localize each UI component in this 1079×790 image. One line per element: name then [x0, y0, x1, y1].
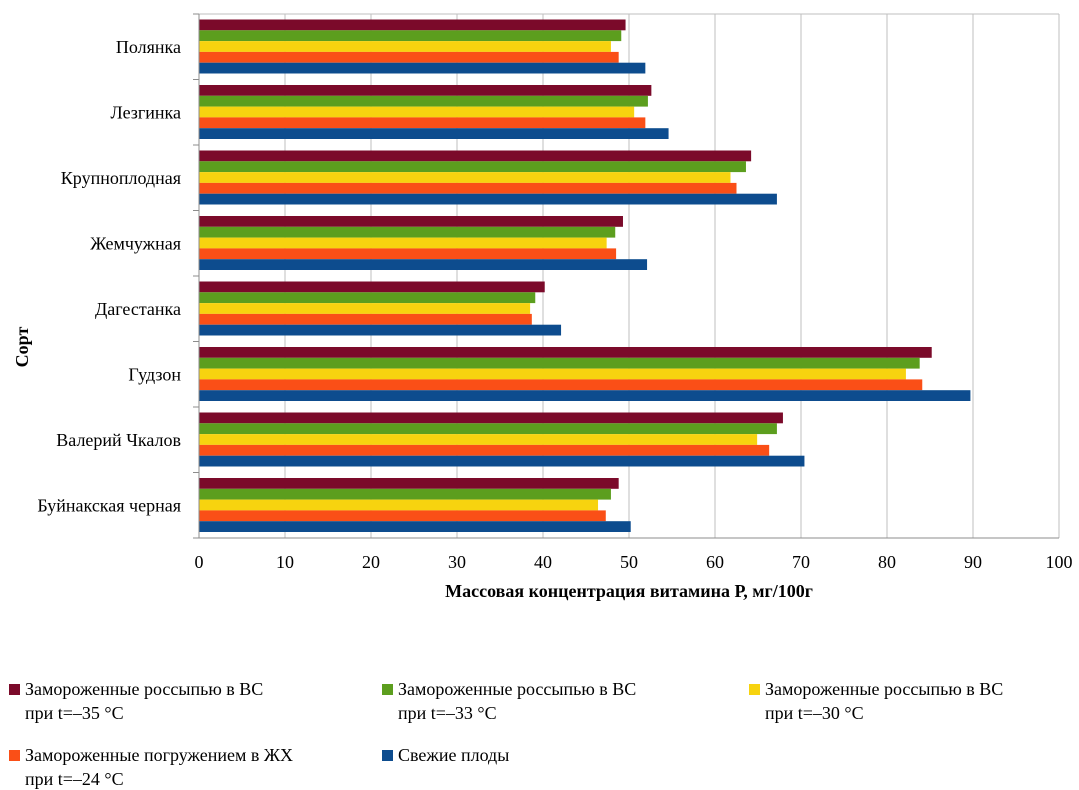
bar-6-1	[199, 423, 777, 435]
bar-5-2	[199, 368, 906, 380]
y-category-label: Жемчужная	[90, 233, 181, 253]
bar-4-3	[199, 313, 532, 325]
bar-3-4	[199, 259, 648, 270]
bar-0-4	[199, 62, 646, 74]
bars	[199, 19, 971, 532]
bar-7-1	[199, 488, 611, 500]
x-tick-label: 10	[276, 552, 294, 572]
bar-2-0	[199, 150, 752, 162]
axes: 0 10 20 30 40 50 60 70 80 90 100 Полянка Лезгинка Кру…	[37, 13, 1073, 572]
bar-1-0	[199, 85, 652, 96]
bar-0-1	[199, 30, 622, 42]
y-category-label: Полянка	[116, 37, 181, 57]
x-tick-label: 80	[878, 552, 896, 572]
bar-2-4	[199, 193, 777, 205]
x-tick-label: 70	[792, 552, 810, 572]
bar-6-0	[199, 412, 783, 424]
y-category-label: Лезгинка	[110, 102, 181, 122]
x-tick-label: 30	[448, 552, 466, 572]
bar-0-2	[199, 41, 611, 52]
bar-6-3	[199, 444, 770, 456]
x-tick-label: 100	[1046, 552, 1073, 572]
y-category-label: Буйнакская черная	[37, 495, 181, 515]
y-category-label: Дагестанка	[95, 299, 181, 319]
bar-3-3	[199, 248, 617, 260]
bar-1-2	[199, 106, 635, 118]
x-tick-label: 0	[195, 552, 204, 572]
bar-2-3	[199, 182, 737, 194]
bar-1-4	[199, 128, 669, 139]
x-tick-label: 50	[620, 552, 638, 572]
x-tick-label: 90	[964, 552, 982, 572]
bar-7-2	[199, 499, 599, 511]
bar-5-3	[199, 379, 923, 391]
bar-5-0	[199, 347, 932, 358]
bar-2-2	[199, 172, 731, 183]
bar-7-4	[199, 521, 631, 532]
bar-1-1	[199, 95, 648, 107]
y-axis-title: Сорт	[12, 327, 32, 368]
bar-2-1	[199, 161, 746, 173]
bar-6-2	[199, 434, 758, 445]
y-category-label: Гудзон	[128, 364, 181, 384]
bar-0-0	[199, 19, 626, 31]
bar-7-3	[199, 510, 606, 522]
bar-7-0	[199, 478, 619, 489]
bar-4-1	[199, 292, 536, 304]
bar-0-3	[199, 51, 619, 63]
bar-4-2	[199, 303, 531, 314]
bar-3-2	[199, 237, 607, 249]
bar-4-0	[199, 281, 545, 293]
x-tick-label: 60	[706, 552, 724, 572]
y-category-label: Валерий Чкалов	[56, 430, 181, 450]
bar-6-4	[199, 455, 805, 467]
x-tick-label: 40	[534, 552, 552, 572]
x-tick-label: 20	[362, 552, 380, 572]
bar-1-3	[199, 117, 646, 129]
bar-4-4	[199, 324, 562, 336]
bar-3-0	[199, 216, 623, 227]
bar-3-1	[199, 226, 616, 238]
y-category-label: Крупноплодная	[61, 168, 181, 188]
x-axis-title: Массовая концентрация витамина Р, мг/100…	[445, 581, 813, 601]
bar-5-4	[199, 390, 971, 401]
bar-5-1	[199, 357, 920, 369]
